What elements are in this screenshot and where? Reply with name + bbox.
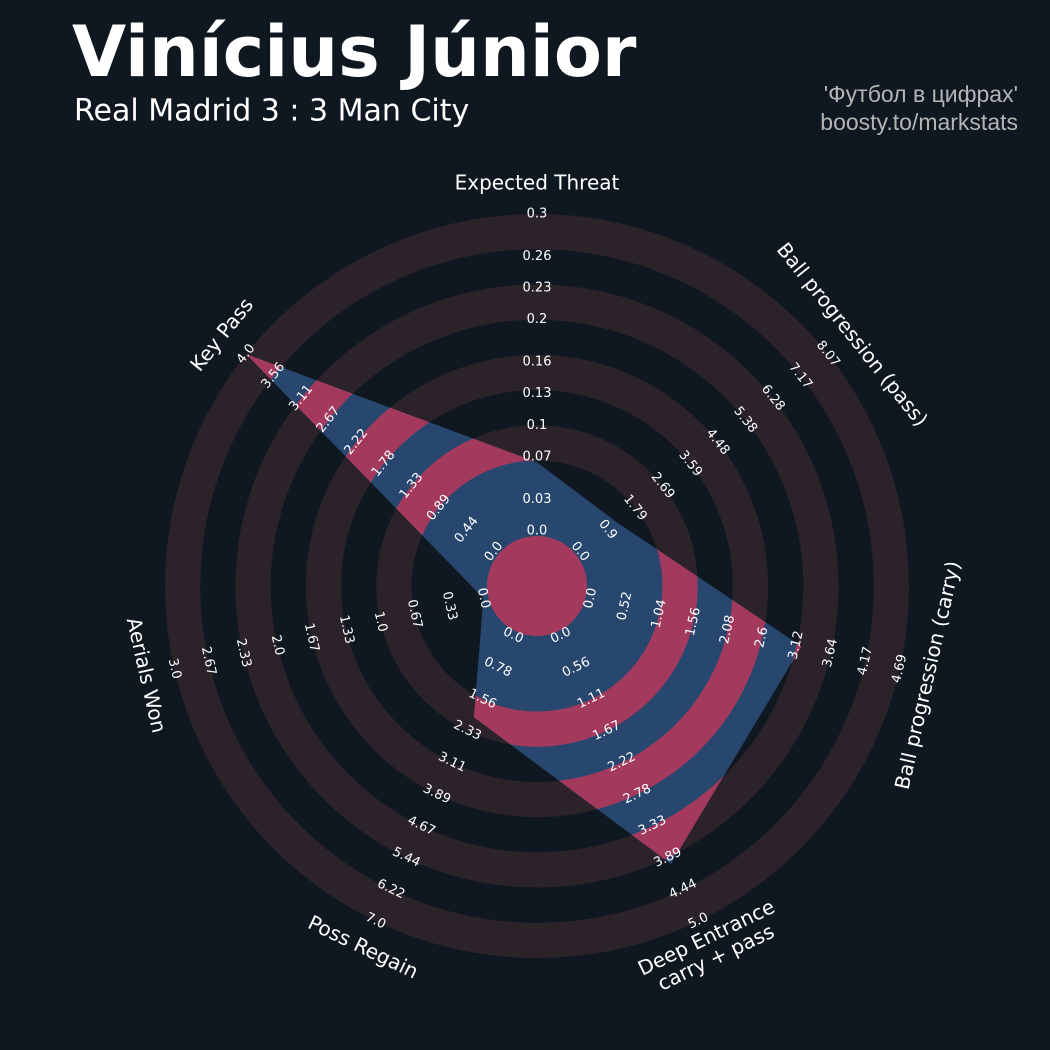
credit: 'Футбол в цифрах' <box>824 81 1018 107</box>
tick-label: 2.67 <box>198 645 219 677</box>
tick-label: 0.0 <box>527 524 548 539</box>
tick-label: 2.6 <box>752 626 771 650</box>
tick-label: 0.13 <box>523 386 552 401</box>
tick-label: 0.1 <box>527 418 548 433</box>
tick-label: 1.33 <box>336 614 357 646</box>
tick-label: 0.67 <box>404 598 425 630</box>
tick-label: 3.0 <box>165 657 184 681</box>
axis-label: Expected Threat <box>455 171 620 195</box>
tick-label: 4.17 <box>855 645 876 677</box>
tick-label: 1.0 <box>371 610 390 634</box>
tick-label: 0.03 <box>523 492 552 507</box>
tick-label: 2.33 <box>233 637 254 669</box>
chart-title: Vinícius Júnior <box>72 11 637 93</box>
tick-label: 4.69 <box>889 653 910 685</box>
ring <box>165 214 909 958</box>
tick-label: 3.64 <box>820 637 841 669</box>
tick-label: 0.07 <box>523 450 552 465</box>
chart-subtitle: Real Madrid 3 : 3 Man City <box>74 94 469 129</box>
tick-label: 0.52 <box>614 590 635 622</box>
tick-label: 1.67 <box>301 622 322 654</box>
tick-label: 0.23 <box>523 280 552 295</box>
tick-label: 0.33 <box>439 590 460 622</box>
credit: boosty.to/markstats <box>820 109 1018 135</box>
tick-label: 0.3 <box>527 207 548 222</box>
tick-label: 2.0 <box>268 634 287 658</box>
tick-label: 0.26 <box>523 249 552 264</box>
tick-label: 0.2 <box>527 312 548 327</box>
tick-label: 1.04 <box>649 598 670 630</box>
tick-label: 1.56 <box>683 606 704 638</box>
tick-label: 3.12 <box>786 629 807 661</box>
tick-label: 0.16 <box>523 354 552 369</box>
tick-label: 0.0 <box>474 586 493 610</box>
tick-label: 2.08 <box>717 614 738 646</box>
tick-label: 0.0 <box>581 586 600 610</box>
center-disc <box>487 536 587 636</box>
